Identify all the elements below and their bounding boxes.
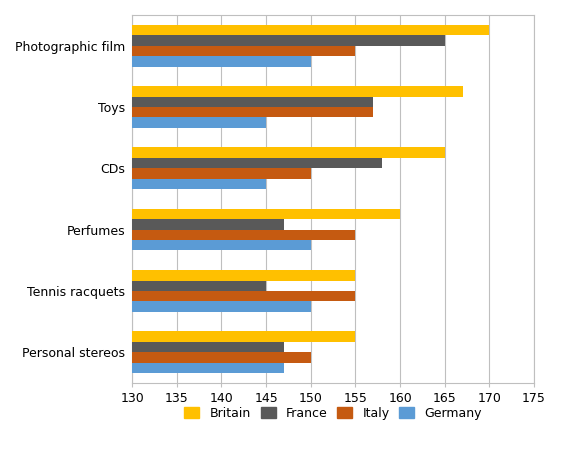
Legend: Britain, France, Italy, Germany: Britain, France, Italy, Germany [180, 402, 487, 424]
Bar [132, 230, 356, 240]
Bar [132, 270, 356, 280]
Bar [132, 342, 284, 352]
Bar [132, 56, 311, 67]
Bar [132, 219, 284, 230]
Bar [132, 209, 400, 219]
Bar [132, 240, 311, 251]
Bar [132, 107, 373, 118]
Bar [132, 169, 311, 179]
Bar [132, 179, 266, 189]
Bar [132, 302, 311, 312]
Bar [132, 147, 445, 158]
Bar [132, 362, 284, 373]
Bar [132, 46, 356, 56]
Bar [132, 158, 382, 169]
Bar [132, 25, 489, 35]
Bar [132, 97, 373, 107]
Bar [132, 331, 356, 342]
Bar [132, 118, 266, 128]
Bar [132, 280, 266, 291]
Bar [132, 86, 463, 97]
Bar [132, 291, 356, 302]
Bar [132, 35, 445, 46]
Bar [132, 352, 311, 362]
